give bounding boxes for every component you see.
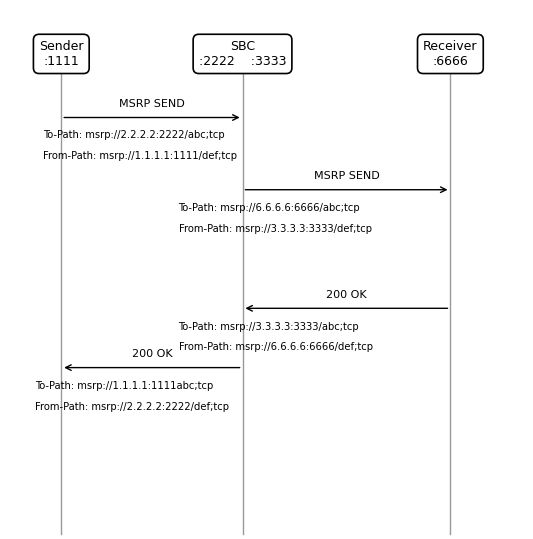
- Text: From-Path: msrp://6.6.6.6:6666/def;tcp: From-Path: msrp://6.6.6.6:6666/def;tcp: [179, 342, 373, 353]
- Text: To-Path: msrp://2.2.2.2:2222/abc;tcp: To-Path: msrp://2.2.2.2:2222/abc;tcp: [43, 130, 224, 141]
- Text: MSRP SEND: MSRP SEND: [119, 99, 185, 109]
- Text: Receiver
:6666: Receiver :6666: [423, 40, 478, 68]
- Text: From-Path: msrp://3.3.3.3:3333/def;tcp: From-Path: msrp://3.3.3.3:3333/def;tcp: [179, 224, 372, 234]
- Text: Sender
:1111: Sender :1111: [39, 40, 84, 68]
- Text: To-Path: msrp://1.1.1.1:1111abc;tcp: To-Path: msrp://1.1.1.1:1111abc;tcp: [35, 381, 213, 391]
- Text: 200 OK: 200 OK: [132, 349, 172, 359]
- Text: To-Path: msrp://6.6.6.6:6666/abc;tcp: To-Path: msrp://6.6.6.6:6666/abc;tcp: [179, 203, 360, 213]
- Text: From-Path: msrp://1.1.1.1:1111/def;tcp: From-Path: msrp://1.1.1.1:1111/def;tcp: [43, 151, 237, 161]
- Text: From-Path: msrp://2.2.2.2:2222/def;tcp: From-Path: msrp://2.2.2.2:2222/def;tcp: [35, 402, 229, 412]
- Text: 200 OK: 200 OK: [326, 289, 367, 300]
- Text: To-Path: msrp://3.3.3.3:3333/abc;tcp: To-Path: msrp://3.3.3.3:3333/abc;tcp: [179, 322, 359, 332]
- Text: MSRP SEND: MSRP SEND: [313, 171, 379, 181]
- Text: SBC
:2222    :3333: SBC :2222 :3333: [199, 40, 286, 68]
